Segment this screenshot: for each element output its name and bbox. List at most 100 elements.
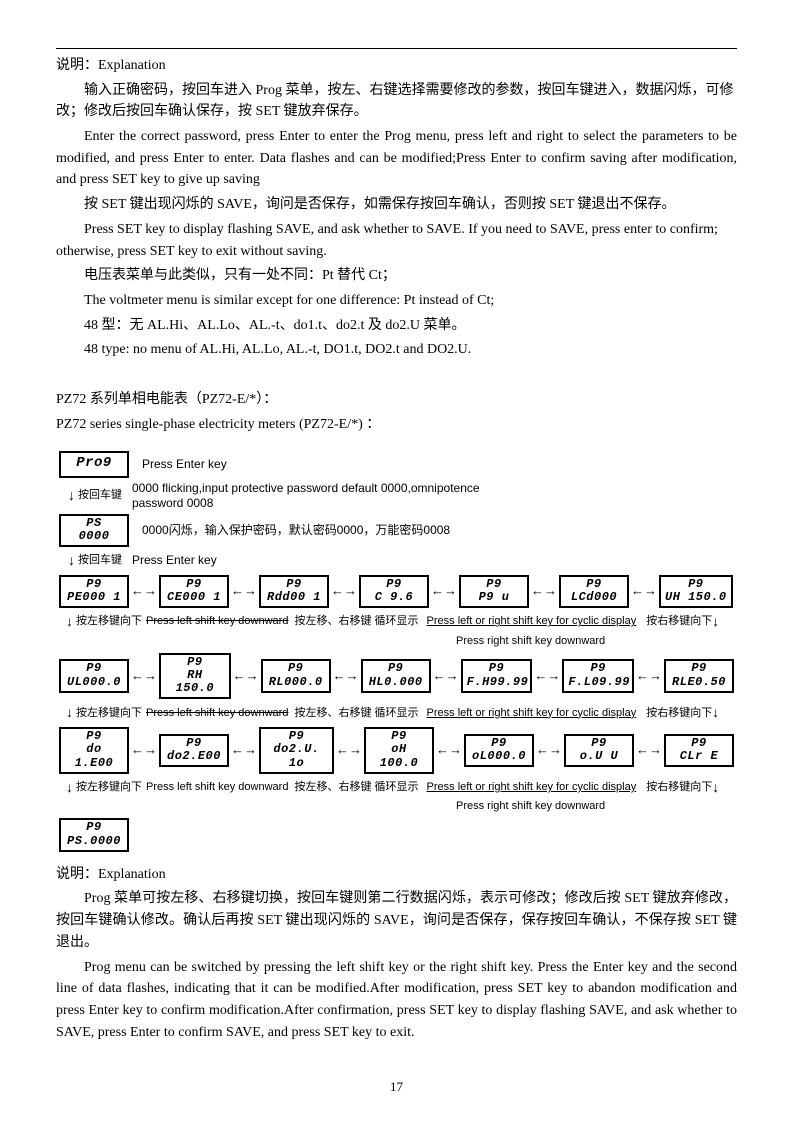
- left-down-cn: 按左移键向下: [76, 613, 142, 630]
- lcd-cell: P9Rdd00 1: [259, 575, 329, 608]
- lcd-line1: P9: [568, 662, 628, 675]
- lcd-line2: do 1.E00: [65, 743, 123, 769]
- down-arrow-icon: ↓: [66, 702, 73, 724]
- press-enter-cn: 按回车键: [78, 487, 122, 504]
- inter-row-2: ↓按左移键向下 Press left shift key downward 按左…: [66, 702, 737, 724]
- lcd-line1: P9: [65, 821, 123, 834]
- lcd-cell: P9do2.U. 1o: [259, 727, 334, 774]
- menu-row-2: P9UL000.0←→P9RH 150.0←→P9RL000.0←→P9HL0.…: [56, 651, 737, 702]
- explanation-heading-top: 说明：Explanation: [56, 55, 737, 77]
- right-arrow-icon: ←→: [631, 581, 657, 601]
- bottom-p1-en: Prog menu can be switched by pressing th…: [56, 957, 737, 1044]
- lcd-line1: P9: [165, 578, 223, 591]
- lcd-line2: oH 100.0: [370, 743, 428, 769]
- press-enter-label: Press Enter key: [142, 457, 227, 472]
- lcd-line2: PE000 1: [65, 591, 123, 604]
- lcd-cell: P9RLE0.50: [664, 659, 734, 692]
- lcd-line1: P9: [265, 578, 323, 591]
- lcd-line2: PS.0000: [65, 835, 123, 848]
- lcd-line1: P9: [165, 737, 223, 750]
- lcd-cell: P9CE000 1: [159, 575, 229, 608]
- down-arrow-icon: ↓: [68, 550, 75, 572]
- right-arrow-icon: ←→: [336, 740, 362, 760]
- left-down-en-3: Press left shift key downward: [146, 779, 288, 796]
- right-arrow-icon: ←→: [231, 740, 257, 760]
- top-rule: [56, 48, 737, 49]
- lcd-ps: PS 0000: [59, 514, 129, 547]
- down-arrow-icon: ↓: [712, 777, 719, 799]
- inter-row-1: ↓ 按左移键向下 Press left shift key downward 按左…: [66, 611, 737, 633]
- lcd-line1: P9: [470, 737, 528, 750]
- lcd-cell: P9LCd000: [559, 575, 629, 608]
- right-arrow-icon: ←→: [131, 740, 157, 760]
- lcd-cell: P9F.H99.99: [461, 659, 533, 692]
- top-p1-cn: 输入正确密码，按回车进入 Prog 菜单，按左、右键选择需要修改的参数，按回车键…: [56, 80, 737, 123]
- left-down-en-strike: Press left shift key downward: [146, 613, 288, 630]
- right-arrow-icon: ←→: [534, 666, 560, 686]
- lcd-cell: P9RH 150.0: [159, 653, 231, 700]
- lcd-cell: P9o.U U: [564, 734, 634, 767]
- bottom-explanation-block: 说明：Explanation Prog 菜单可按左移、右移键切换，按回车键则第二…: [56, 864, 737, 1044]
- explanation-heading-bottom: 说明：Explanation: [56, 864, 737, 886]
- lcd-line2: F.H99.99: [467, 676, 527, 689]
- lcd-line1: PS: [65, 517, 123, 530]
- top-p2-en: Press SET key to display flashing SAVE, …: [56, 219, 737, 262]
- lcd-line2: RH 150.0: [165, 669, 225, 695]
- series-title-block: PZ72 系列单相电能表（PZ72-E/*）： PZ72 series sing…: [56, 389, 737, 435]
- right-down-en-1: Press right shift key downward: [456, 633, 605, 650]
- right-down-cn-2: 按右移键向下: [646, 705, 712, 722]
- down-arrow-icon: ↓: [68, 485, 75, 507]
- lcd-cell: P9CLr E: [664, 734, 734, 767]
- lcd-line2: Rdd00 1: [265, 591, 323, 604]
- lcd-line2: do2.U. 1o: [265, 743, 328, 769]
- down-arrow-icon: ↓: [712, 611, 719, 633]
- lcd-line1: P9: [670, 662, 728, 675]
- top-p3-cn: 电压表菜单与此类似，只有一处不同：Pt 替代 Ct；: [56, 265, 737, 287]
- menu-row-1: P9PE000 1←→P9CE000 1←→P9Rdd00 1←→P9C 9.6…: [56, 573, 737, 610]
- top-p1-en: Enter the correct password, press Enter …: [56, 126, 737, 191]
- lcd-line1: P9: [65, 578, 123, 591]
- lcd-line2: do2.E00: [165, 750, 223, 763]
- lcd-cell: P9oL000.0: [464, 734, 534, 767]
- lcd-cell: P9do2.E00: [159, 734, 229, 767]
- lcd-cell: P9oH 100.0: [364, 727, 434, 774]
- left-down-en-strike-2: Press left shift key downward: [146, 705, 288, 722]
- lr-cycle-cn-2: 按左移、右移键 循环显示: [294, 705, 418, 722]
- top-p4-cn: 48 型：无 AL.Hi、AL.Lo、AL.-t、do1.t、do2.t 及 d…: [56, 315, 737, 337]
- right-arrow-icon: ←→: [233, 666, 259, 686]
- right-arrow-icon: ←→: [636, 666, 662, 686]
- lcd-line2: oL000.0: [470, 750, 528, 763]
- lcd-line2: CLr E: [670, 750, 728, 763]
- right-arrow-icon: ←→: [131, 581, 157, 601]
- right-arrow-icon: ←→: [433, 666, 459, 686]
- right-arrow-icon: ←→: [131, 666, 157, 686]
- lr-cycle-en-2: Press left or right shift key for cyclic…: [427, 705, 637, 722]
- lcd-cell: P9P9 u: [459, 575, 529, 608]
- lcd-line2: UH 150.0: [665, 591, 727, 604]
- top-p4-en: 48 type: no menu of AL.Hi, AL.Lo, AL.-t,…: [56, 339, 737, 361]
- series-title-en: PZ72 series single-phase electricity met…: [56, 414, 737, 436]
- right-down-cn-3: 按右移键向下: [646, 779, 712, 796]
- lcd-line1: P9: [670, 737, 728, 750]
- page-number: 17: [56, 1077, 737, 1097]
- lr-cycle-en-3: Press left or right shift key for cyclic…: [427, 779, 637, 796]
- lr-cycle-cn: 按左移、右移键 循环显示: [294, 613, 418, 630]
- lcd-cell: P9F.L09.99: [562, 659, 634, 692]
- pwd-note-en: 0000 flicking,input protective password …: [132, 481, 512, 511]
- lcd-line2: C 9.6: [365, 591, 423, 604]
- lcd-line2: P9 u: [465, 591, 523, 604]
- lcd-line2: RL000.0: [267, 676, 325, 689]
- right-arrow-icon: ←→: [436, 740, 462, 760]
- pwd-note-cn: 0000闪烁，输入保护密码，默认密码0000，万能密码0008: [142, 523, 450, 538]
- top-p2-cn: 按 SET 键出现闪烁的 SAVE，询问是否保存，如需保存按回车确认，否则按 S…: [56, 194, 737, 216]
- lcd-line1: P9: [465, 578, 523, 591]
- lcd-line1: P9: [665, 578, 727, 591]
- lcd-cell: P9C 9.6: [359, 575, 429, 608]
- right-arrow-icon: ←→: [331, 581, 357, 601]
- right-arrow-icon: ←→: [333, 666, 359, 686]
- lcd-line2: UL000.0: [65, 676, 123, 689]
- down-arrow-icon: ↓: [66, 777, 73, 799]
- lcd-line1: P9: [65, 662, 123, 675]
- lcd-line2: HL0.000: [367, 676, 425, 689]
- right-down-en-3: Press right shift key downward: [456, 798, 605, 815]
